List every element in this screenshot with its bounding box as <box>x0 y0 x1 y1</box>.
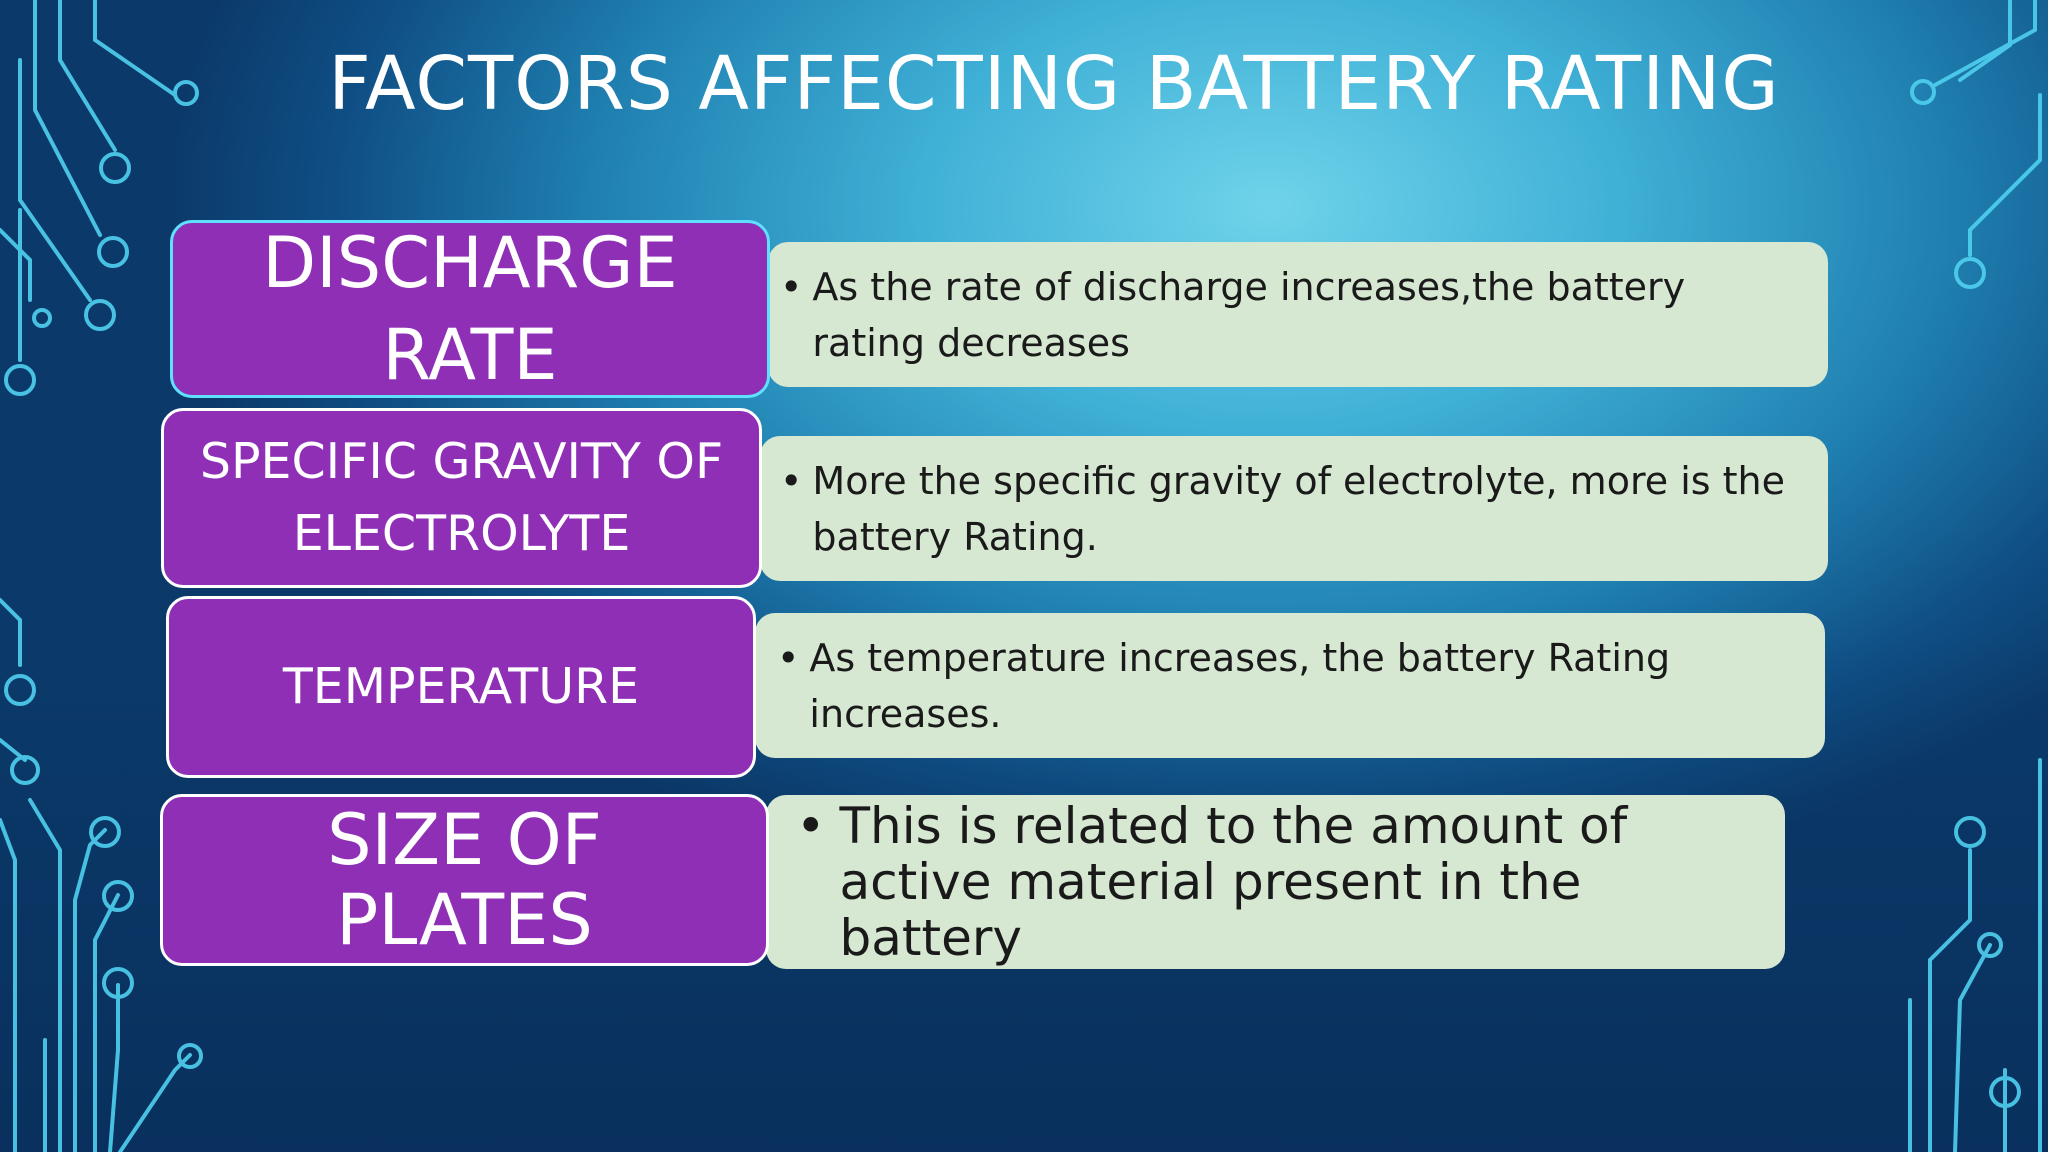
factor-label-specific-gravity: SPECIFIC GRAVITY OF ELECTROLYTE <box>161 408 762 588</box>
factor-label-text: SPECIFIC GRAVITY OF ELECTROLYTE <box>199 433 724 562</box>
factor-label-size-of-plates: SIZE OF PLATES <box>160 794 769 966</box>
description-bullet: • As the rate of discharge increases,the… <box>780 259 1800 371</box>
factor-label-text: SIZE OF PLATES <box>327 799 602 961</box>
description-text: As temperature increases, the battery Ra… <box>809 635 1671 736</box>
bullet-marker: • <box>780 458 803 503</box>
description-text: More the specific gravity of electrolyte… <box>812 458 1785 559</box>
description-bullet: • More the specific gravity of electroly… <box>780 453 1800 565</box>
factor-label-text: TEMPERATURE <box>282 658 640 715</box>
description-bullet: • This is related to the amount of activ… <box>796 798 1761 966</box>
factor-label-text: DISCHARGE RATE <box>262 222 678 396</box>
bullet-marker: • <box>777 635 800 680</box>
slide-title: FACTORS AFFECTING BATTERY RATING <box>328 41 1780 127</box>
description-box-discharge-rate: • As the rate of discharge increases,the… <box>768 242 1828 387</box>
bullet-marker: • <box>796 797 826 855</box>
factor-label-discharge-rate: DISCHARGE RATE <box>170 220 770 398</box>
description-box-specific-gravity: • More the specific gravity of electroly… <box>760 436 1828 581</box>
description-box-size-of-plates: • This is related to the amount of activ… <box>766 795 1785 969</box>
factor-label-temperature: TEMPERATURE <box>166 596 756 778</box>
description-box-temperature: • As temperature increases, the battery … <box>755 613 1825 758</box>
bullet-marker: • <box>780 264 803 309</box>
description-text: As the rate of discharge increases,the b… <box>812 264 1686 365</box>
description-bullet: • As temperature increases, the battery … <box>777 630 1797 742</box>
description-text: This is related to the amount of active … <box>839 797 1628 967</box>
